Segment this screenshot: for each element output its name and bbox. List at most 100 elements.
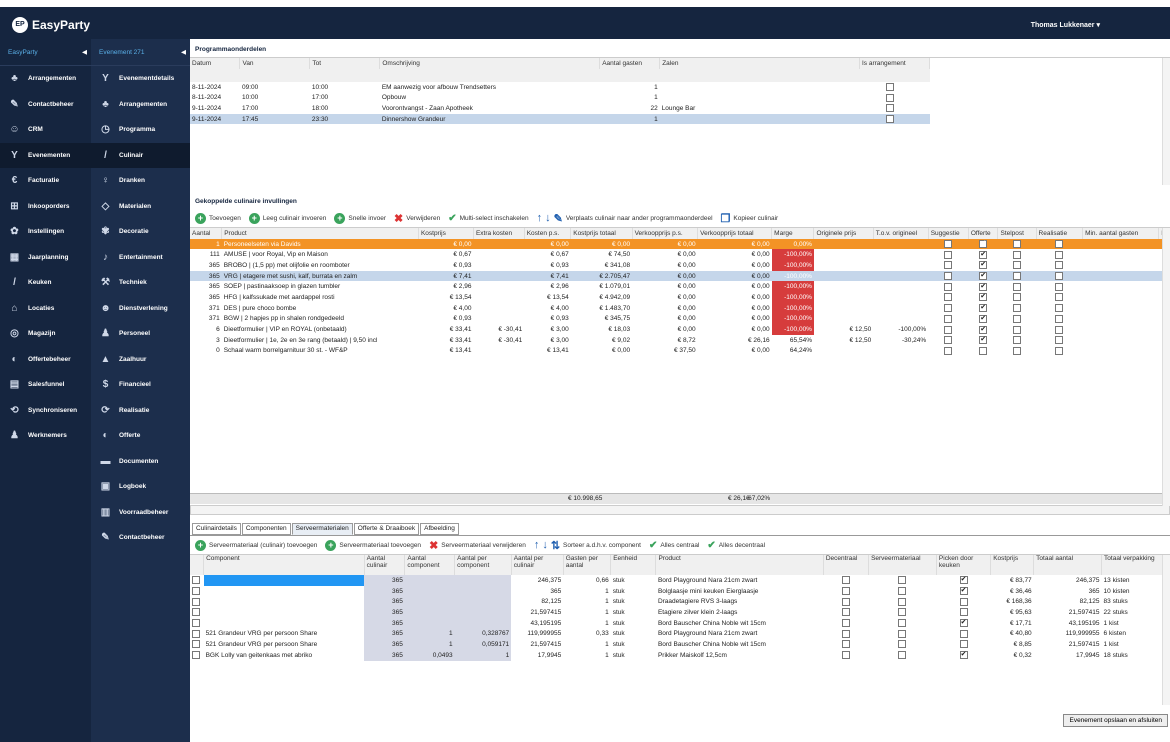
serveermateriaal-checkbox[interactable] <box>898 608 907 617</box>
culinair-col-header[interactable]: Kostprijs <box>418 228 474 239</box>
serveer-scrollbar[interactable] <box>1162 555 1170 705</box>
serveer-row[interactable]: 521 Grandeur VRG per persoon Share 365 1 0,… <box>190 628 1170 640</box>
serveermateriaal-checkbox[interactable] <box>898 587 907 596</box>
suggestie-checkbox[interactable] <box>944 314 953 323</box>
sidebar-item-magazijn[interactable]: ◎ Magazijn <box>0 321 91 347</box>
pick-checkbox[interactable] <box>959 640 968 649</box>
tab-afbeelding[interactable]: Afbeelding <box>420 523 459 535</box>
sidebar-item-contactbeheer[interactable]: ✎ Contactbeheer <box>0 92 91 118</box>
culinair-col-header[interactable]: Suggestie <box>928 228 969 239</box>
realisatie-checkbox[interactable] <box>1055 240 1064 249</box>
sidebar-item-financieel[interactable]: $ Financieel <box>91 372 190 398</box>
sidebar-item-dienstverlening[interactable]: ☻ Dienstverlening <box>91 296 190 322</box>
move-up-icon[interactable]: ↑ <box>536 212 543 224</box>
serveer-toolbar-button-3[interactable]: ↑ ↓ ⇅ Sorteer a.d.h.v. component <box>534 539 641 552</box>
collapse-icon[interactable]: ◀ <box>82 49 87 56</box>
tab-offerte-draaiboek[interactable]: Offerte & Draaiboek <box>353 523 420 535</box>
sidebar-item-zaalhuur[interactable]: ▲ Zaalhuur <box>91 347 190 373</box>
culinair-hscroll[interactable] <box>190 505 1170 515</box>
culinair-row[interactable]: 3 Dieetformulier | 1e, 2e en 3e rang (bet… <box>190 335 1170 346</box>
serveer-row[interactable]: 365 365 1 stuk Bolglaasje mini keuken Eiergl… <box>190 585 1170 597</box>
sidebar-item-arrangementen[interactable]: ♣ Arrangementen <box>91 92 190 118</box>
program-col-header[interactable]: Tot <box>309 58 381 69</box>
program-col-header[interactable]: Van <box>239 58 311 69</box>
sidebar-item-evenementen[interactable]: Y Evenementen <box>0 142 91 168</box>
culinair-col-header[interactable]: Kosten p.s. <box>524 228 572 239</box>
sidebar-item-programma[interactable]: ◷ Programma <box>91 117 190 143</box>
sidebar-item-jaarplanning[interactable]: ▦ Jaarplanning <box>0 245 91 271</box>
serveer-row[interactable]: 365 43,195195 1 stuk Bord Bauscher China Nob… <box>190 617 1170 629</box>
stelpost-checkbox[interactable] <box>1013 261 1022 270</box>
culinair-row[interactable]: 111 AMUSE | voor Royal, Vip en Maison € 0,… <box>190 249 1170 261</box>
serveer-col-header[interactable]: Aantal per component <box>454 555 512 575</box>
program-col-header[interactable]: Zalen <box>659 58 860 69</box>
offerte-checkbox[interactable]: ✔ <box>979 250 988 259</box>
stelpost-checkbox[interactable] <box>1013 304 1022 313</box>
serveer-col-header[interactable]: Totaal aantal <box>1033 555 1103 575</box>
culinair-row[interactable]: 1 Personeelseten via Davids € 0,00 € 0,00 € … <box>190 238 1170 250</box>
decentraal-checkbox[interactable] <box>841 597 850 606</box>
culinair-col-header[interactable]: Kostprijs totaal <box>570 228 633 239</box>
row-checkbox[interactable] <box>192 587 200 596</box>
sidebar-item-facturatie[interactable]: € Facturatie <box>0 168 91 194</box>
culinair-col-header[interactable]: Originele prijs <box>813 228 874 239</box>
serveer-col-header[interactable]: Serveermateriaal <box>868 555 937 575</box>
toolbar-button-3[interactable]: ✖ Verwijderen <box>394 212 440 225</box>
sidebar-item-materialen[interactable]: ◇ Materialen <box>91 194 190 220</box>
serveer-col-header[interactable]: Eenheid <box>610 555 657 575</box>
serveer-col-header[interactable]: Aantal per culinair <box>511 555 564 575</box>
sidebar-item-contactbeheer[interactable]: ✎ Contactbeheer <box>91 525 190 551</box>
suggestie-checkbox[interactable] <box>944 240 953 249</box>
suggestie-checkbox[interactable] <box>944 293 953 302</box>
culinair-row[interactable]: 365 SOEP | pastinaaksoep in glazen tumble… <box>190 281 1170 293</box>
culinair-row[interactable]: 365 BROBO | (1,5 pp) met olijfolie en roo… <box>190 260 1170 271</box>
offerte-checkbox[interactable] <box>979 346 988 355</box>
app-logo[interactable]: EP EasyParty <box>12 16 90 33</box>
culinair-col-header[interactable]: Aantal <box>190 228 223 239</box>
tab-culinairdetails[interactable]: Culinairdetails <box>192 523 241 535</box>
culinair-col-header[interactable]: Offerte <box>968 228 999 239</box>
serveer-row[interactable]: 365 246,375 0,66 stuk Bord Playground Nara 2… <box>190 575 1170 586</box>
serveer-toolbar-button-0[interactable]: + Serveermateriaal (culinair) toevoegen <box>195 539 317 551</box>
decentraal-checkbox[interactable] <box>841 608 850 617</box>
sidebar-item-entertainment[interactable]: ♪ Entertainment <box>91 245 190 271</box>
sidebar-item-keuken[interactable]: / Keuken <box>0 270 91 296</box>
realisatie-checkbox[interactable] <box>1055 314 1064 323</box>
sidebar-item-werknemers[interactable]: ♟ Werknemers <box>0 423 91 449</box>
offerte-checkbox[interactable]: ✔ <box>979 304 988 313</box>
stelpost-checkbox[interactable] <box>1013 250 1022 259</box>
sidebar-item-evenementdetails[interactable]: Y Evenementdetails <box>91 66 190 92</box>
serveer-col-header[interactable]: Product <box>655 555 824 575</box>
pick-checkbox[interactable]: ✔ <box>959 587 968 596</box>
serveer-toolbar-button-2[interactable]: ✖ Serveermateriaal verwijderen <box>429 539 526 552</box>
sidebar-item-locaties[interactable]: ⌂ Locaties <box>0 296 91 322</box>
suggestie-checkbox[interactable] <box>944 261 953 270</box>
row-checkbox[interactable] <box>192 651 200 660</box>
serveermateriaal-checkbox[interactable] <box>898 629 907 638</box>
arrangement-checkbox[interactable] <box>886 93 895 102</box>
serveer-row[interactable]: 365 82,125 1 stuk Draadetagiere RVS 3-laags €… <box>190 596 1170 608</box>
realisatie-checkbox[interactable] <box>1055 325 1064 334</box>
offerte-checkbox[interactable]: ✔ <box>979 336 988 345</box>
decentraal-checkbox[interactable] <box>841 629 850 638</box>
row-checkbox[interactable] <box>192 629 200 638</box>
program-row[interactable]: 9-11-2024 17:00 18:00 Voorontvangst - Zaan … <box>190 103 930 114</box>
sidebar-item-culinair[interactable]: / Culinair <box>91 142 190 168</box>
realisatie-checkbox[interactable] <box>1055 336 1064 345</box>
decentraal-checkbox[interactable] <box>841 651 850 660</box>
stelpost-checkbox[interactable] <box>1013 240 1022 249</box>
realisatie-checkbox[interactable] <box>1055 282 1064 291</box>
decentraal-checkbox[interactable] <box>841 640 850 649</box>
culinair-col-header[interactable]: Marge <box>771 228 815 239</box>
sidebar-item-arrangementen[interactable]: ♣ Arrangementen <box>0 66 91 92</box>
serveer-col-header[interactable]: Decentraal <box>823 555 870 575</box>
stelpost-checkbox[interactable] <box>1013 314 1022 323</box>
suggestie-checkbox[interactable] <box>944 325 953 334</box>
move-down-icon[interactable]: ↓ <box>545 212 551 224</box>
culinair-col-header[interactable]: Verkoopprijs totaal <box>697 228 773 239</box>
toolbar-button-4[interactable]: ✔ Multi-select inschakelen <box>448 213 528 224</box>
program-scrollbar[interactable] <box>1162 58 1170 185</box>
program-col-header[interactable]: Datum <box>190 58 241 69</box>
sidebar-item-realisatie[interactable]: ⟳ Realisatie <box>91 398 190 424</box>
stelpost-checkbox[interactable] <box>1013 346 1022 355</box>
